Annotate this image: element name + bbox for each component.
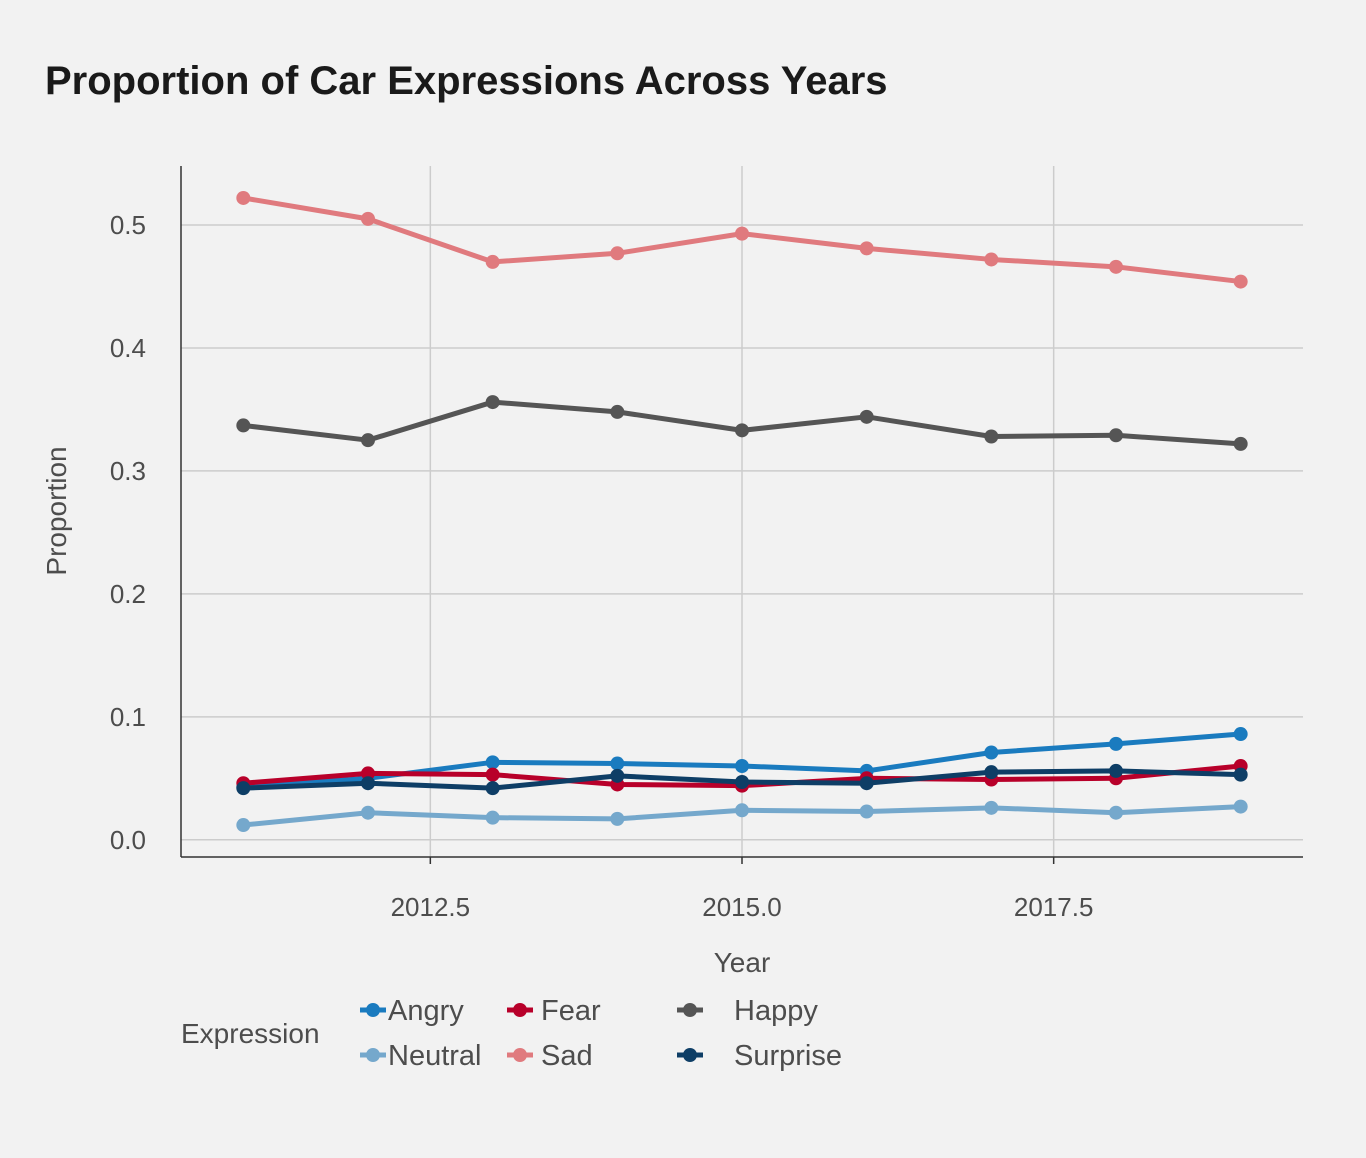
chart-title: Proportion of Car Expressions Across Yea… <box>45 59 888 103</box>
y-axis-title: Proportion <box>41 446 72 575</box>
data-point-happy <box>361 433 375 448</box>
data-point-angry <box>610 756 625 771</box>
data-point-fear <box>361 766 375 781</box>
data-point-happy <box>859 409 874 424</box>
x-tick-label: 2015.0 <box>702 892 782 922</box>
data-point-fear <box>485 767 500 782</box>
series-neutral <box>236 799 1248 833</box>
legend-item-neutral: Neutral <box>360 1040 482 1072</box>
y-tick-label: 0.0 <box>110 825 146 855</box>
legend-key-point <box>366 1003 380 1017</box>
legend-item-happy: Happy <box>677 995 818 1027</box>
data-point-neutral <box>984 800 999 815</box>
data-point-happy <box>236 418 251 433</box>
data-point-surprise <box>1109 763 1123 778</box>
data-point-neutral <box>485 810 500 825</box>
legend-title: Expression <box>181 1018 320 1049</box>
legend: Expression Angry Fear Happy Neutral Sad Surpr… <box>181 995 842 1072</box>
data-point-sad <box>236 190 251 205</box>
y-tick-label: 0.1 <box>110 702 146 732</box>
data-point-surprise <box>984 765 999 780</box>
data-point-sad <box>610 246 625 261</box>
data-point-happy <box>485 395 500 410</box>
data-point-angry <box>735 759 749 774</box>
series-sad <box>236 190 1248 289</box>
legend-key-point <box>683 1003 697 1017</box>
data-point-happy <box>984 429 999 444</box>
data-point-sad <box>1233 274 1248 289</box>
y-tick-label: 0.5 <box>110 210 146 240</box>
x-ticks: 2012.5 2015.0 2017.5 <box>391 857 1094 922</box>
data-point-angry <box>984 745 999 760</box>
data-point-angry <box>1109 736 1123 751</box>
y-tick-label: 0.4 <box>110 333 146 363</box>
data-point-neutral <box>1109 805 1123 820</box>
legend-item-surprise: Surprise <box>677 1040 842 1072</box>
data-point-sad <box>361 211 375 226</box>
data-point-neutral <box>236 818 251 833</box>
x-axis-title: Year <box>714 947 771 978</box>
y-ticks: 0.0 0.1 0.2 0.3 0.4 0.5 <box>110 210 146 855</box>
data-point-sad <box>859 241 874 256</box>
data-point-surprise <box>361 776 375 791</box>
legend-label: Fear <box>541 995 601 1027</box>
legend-key-point <box>513 1003 527 1017</box>
data-point-neutral <box>735 803 749 818</box>
legend-label: Neutral <box>388 1040 482 1072</box>
data-point-sad <box>1109 259 1123 274</box>
x-tick-label: 2012.5 <box>391 892 471 922</box>
legend-label: Angry <box>388 995 464 1027</box>
legend-label: Sad <box>541 1040 593 1072</box>
data-point-angry <box>485 755 500 770</box>
data-point-happy <box>1109 428 1123 443</box>
data-point-neutral <box>1233 799 1248 814</box>
legend-label: Happy <box>734 995 818 1027</box>
legend-key-point <box>513 1048 527 1062</box>
legend-item-fear: Fear <box>507 995 601 1027</box>
data-point-surprise <box>485 781 500 796</box>
y-tick-label: 0.2 <box>110 579 146 609</box>
legend-item-sad: Sad <box>507 1040 593 1072</box>
data-point-sad <box>485 254 500 269</box>
data-point-neutral <box>859 804 874 819</box>
data-point-neutral <box>610 811 625 826</box>
y-tick-label: 0.3 <box>110 456 146 486</box>
series-surprise <box>236 763 1248 796</box>
data-point-happy <box>1233 436 1248 451</box>
legend-item-angry: Angry <box>360 995 464 1027</box>
data-point-surprise <box>236 781 251 796</box>
data-point-happy <box>735 423 749 438</box>
data-point-happy <box>610 404 625 419</box>
data-point-surprise <box>1233 767 1248 782</box>
data-point-angry <box>1233 727 1248 742</box>
data-point-sad <box>984 252 999 267</box>
series-layer <box>236 190 1248 833</box>
series-happy <box>236 395 1248 451</box>
data-point-neutral <box>361 805 375 820</box>
legend-key-point <box>366 1048 380 1062</box>
x-tick-label: 2017.5 <box>1014 892 1094 922</box>
data-point-surprise <box>859 776 874 791</box>
legend-label: Surprise <box>734 1040 842 1072</box>
data-point-sad <box>735 226 749 241</box>
legend-key-point <box>683 1048 697 1062</box>
data-point-surprise <box>735 774 749 789</box>
data-point-surprise <box>610 768 625 783</box>
